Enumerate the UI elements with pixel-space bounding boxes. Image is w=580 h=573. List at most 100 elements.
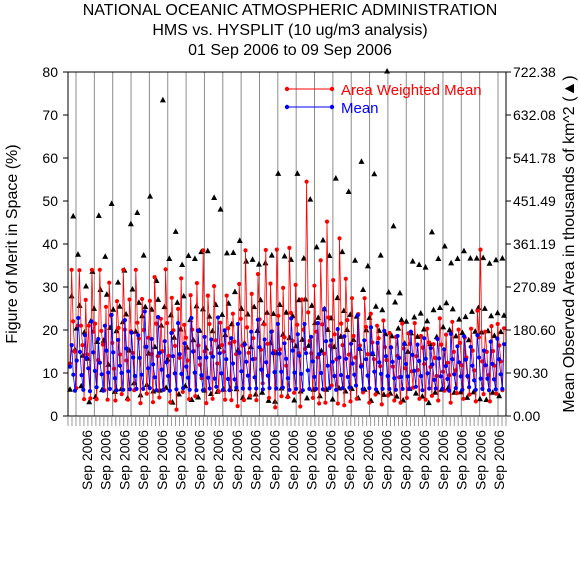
area-weighted-mean-point	[152, 275, 157, 280]
area-triangle-marker	[219, 311, 226, 317]
area-triangle-marker	[103, 291, 110, 297]
area-weighted-mean-point	[107, 280, 112, 285]
area-triangle-marker	[209, 327, 216, 334]
area-weighted-mean-point	[281, 285, 286, 290]
area-weighted-mean-point	[293, 282, 298, 287]
area-weighted-mean-point	[194, 281, 199, 286]
mean-point	[156, 315, 161, 320]
x-tick-label: Sep 2006	[454, 430, 470, 490]
mean-point	[131, 355, 136, 360]
mean-point	[107, 386, 112, 391]
area-weighted-mean-point	[473, 399, 478, 404]
area-triangle-marker	[492, 256, 499, 263]
area-triangle-marker	[371, 170, 378, 177]
area-triangle-marker	[204, 247, 211, 254]
mean-point	[142, 309, 147, 314]
mean-point	[363, 357, 369, 362]
mean-point	[89, 319, 94, 324]
mean-point	[249, 329, 254, 334]
area-triangle-marker	[398, 316, 405, 323]
area-triangle-marker	[283, 309, 290, 315]
area-weighted-mean-point	[353, 355, 358, 360]
mean-point	[94, 385, 99, 390]
area-weighted-mean-point	[445, 360, 450, 365]
mean-point	[403, 361, 408, 367]
area-triangle-marker	[420, 325, 427, 332]
mean-point	[295, 332, 300, 337]
area-triangle-marker	[430, 306, 437, 313]
mean-point	[309, 334, 314, 339]
mean-point	[398, 374, 403, 379]
area-weighted-mean-point	[418, 333, 424, 339]
x-tick-label: Sep 2006	[210, 430, 226, 490]
mean-point	[408, 329, 413, 334]
area-triangle-marker	[281, 252, 288, 259]
mean-point	[405, 374, 410, 379]
mean-point	[144, 344, 149, 349]
area-triangle-marker	[379, 306, 386, 313]
area-triangle-marker	[81, 328, 88, 335]
mean-point	[267, 386, 272, 391]
area-weighted-mean-point	[86, 323, 91, 328]
area-triangle-marker	[476, 395, 483, 402]
area-weighted-mean-point	[135, 320, 140, 325]
area-weighted-mean-point	[461, 396, 466, 401]
area-triangle-marker	[481, 305, 488, 311]
area-weighted-mean-point	[155, 354, 160, 359]
area-triangle-marker	[251, 303, 258, 310]
area-weighted-mean-point	[165, 321, 170, 326]
area-weighted-mean-point	[230, 311, 235, 316]
area-weighted-mean-point	[255, 272, 261, 277]
mean-point	[315, 321, 320, 326]
area-weighted-mean-point	[125, 397, 131, 402]
area-triangle-marker	[244, 310, 251, 317]
area-weighted-mean-point	[340, 343, 345, 348]
area-weighted-mean-point	[221, 349, 226, 354]
mean-point	[427, 386, 432, 391]
mean-point	[274, 386, 279, 391]
area-weighted-mean-point	[201, 248, 206, 253]
area-weighted-mean-point	[324, 219, 330, 224]
area-weighted-mean-point	[226, 326, 231, 331]
mean-point	[314, 386, 319, 391]
area-triangle-marker	[174, 299, 181, 305]
area-weighted-mean-point	[370, 340, 375, 345]
mean-point	[483, 363, 488, 368]
mean-point	[136, 333, 141, 338]
area-weighted-mean-point	[422, 361, 427, 367]
mean-point	[380, 386, 385, 391]
area-triangle-marker	[440, 323, 447, 330]
mean-point	[97, 360, 102, 365]
area-triangle-marker	[395, 325, 402, 331]
area-weighted-mean-point	[183, 335, 188, 340]
mean-point	[69, 343, 74, 348]
area-triangle-marker	[313, 243, 320, 250]
x-tick-label: Sep 2006	[229, 430, 245, 490]
mean-point	[181, 386, 186, 391]
mean-point	[357, 346, 362, 351]
mean-point	[232, 377, 237, 382]
area-triangle-marker	[409, 258, 416, 264]
area-triangle-marker	[265, 397, 272, 403]
y-tick-label-right: 90.30	[513, 365, 548, 381]
area-weighted-mean-point	[166, 353, 171, 358]
legend-swatch-area-weighted-dot-left	[284, 86, 290, 92]
mean-point	[465, 373, 470, 379]
mean-point	[169, 330, 174, 336]
right-axis-tick-labels: 0.00 90.30 180.60 270.89 361.19 451.49 541.78 6…	[513, 64, 556, 424]
mean-point	[77, 349, 83, 354]
area-weighted-mean-point	[215, 361, 220, 366]
mean-point	[182, 341, 187, 346]
area-weighted-mean-point	[149, 352, 154, 357]
mean-point	[458, 374, 463, 379]
area-weighted-mean-point	[501, 326, 507, 331]
mean-point	[285, 376, 290, 381]
mean-point	[177, 352, 182, 357]
area-weighted-mean-point	[373, 392, 378, 397]
area-weighted-mean-point	[83, 297, 88, 302]
area-weighted-mean-point	[188, 293, 193, 298]
area-triangle-marker	[446, 326, 453, 333]
mean-point	[202, 334, 207, 339]
area-triangle-marker	[465, 336, 472, 343]
area-triangle-marker	[300, 254, 307, 261]
